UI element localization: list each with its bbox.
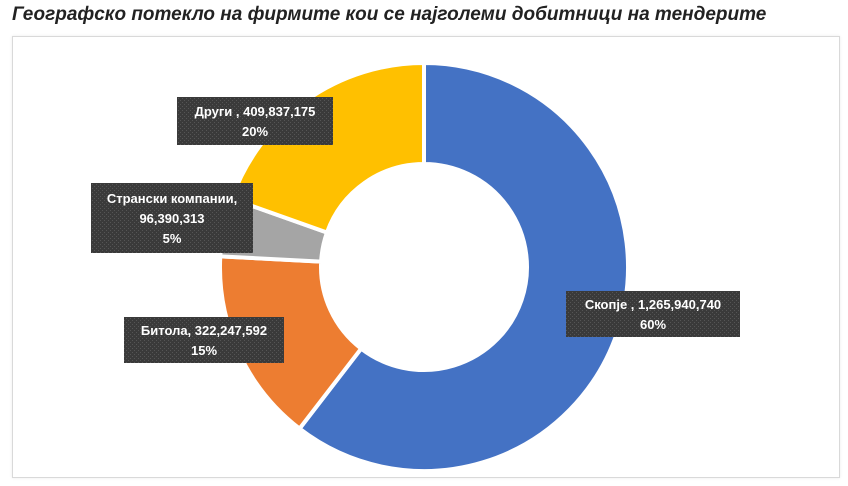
slice-4 (229, 60, 426, 236)
slice-1 (296, 60, 630, 473)
slice-2 (218, 254, 364, 432)
data-label-box (124, 317, 284, 363)
data-label-1: Скопје , 1,265,940,740 60% (566, 291, 740, 337)
data-label-text: Други , 409,837,175 (195, 104, 316, 119)
data-label-box (91, 183, 253, 253)
data-label-2: Битола, 322,247,592 15% (124, 317, 284, 363)
data-label-text: Странски компании, (107, 191, 237, 206)
data-label-text: 60% (640, 317, 666, 332)
data-label-box (566, 291, 740, 337)
data-label-text: 20% (242, 124, 268, 139)
data-label-box (177, 97, 333, 145)
data-label-text: Скопје , 1,265,940,740 (585, 297, 721, 312)
chart-title: Географско потекло на фирмите кои се нај… (12, 4, 767, 25)
data-label-text: Битола, 322,247,592 (141, 323, 267, 338)
data-label-text: 15% (191, 343, 217, 358)
data-label-text: 5% (163, 231, 182, 246)
data-label-text: 96,390,313 (139, 211, 204, 226)
data-label-4: Други , 409,837,175 20% (177, 97, 333, 145)
data-label-3: Странски компании, 96,390,313 5% (91, 183, 253, 253)
